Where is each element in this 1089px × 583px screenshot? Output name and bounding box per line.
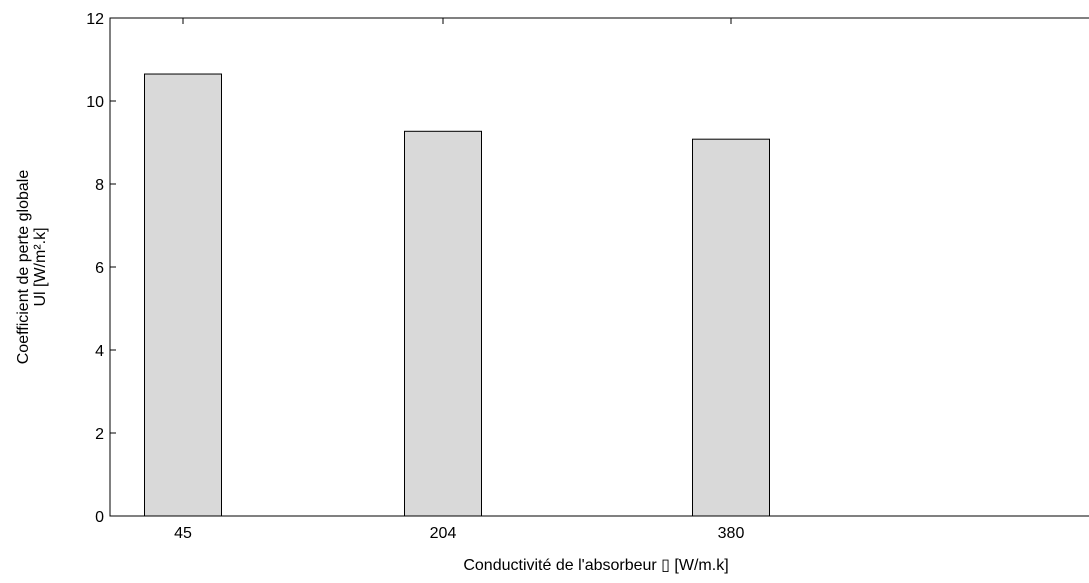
bar-204: [404, 130, 482, 517]
bar-series: [144, 73, 770, 517]
y-tick-label: 10: [86, 94, 104, 111]
x-axis-ticks: 45 204 380: [174, 18, 744, 542]
bar-380: [692, 138, 770, 517]
y-tick-label: 2: [95, 426, 104, 443]
plot-frame: [109, 17, 1089, 517]
y-tick-label: 8: [95, 177, 104, 194]
y-tick-label: 6: [95, 260, 104, 277]
y-tick-label: 4: [95, 343, 104, 360]
x-axis-title: Conductivité de l'absorbeur ▯ [W/m.k]: [463, 557, 728, 574]
y-axis-ticks: 0 2 4 6 8 10 12: [86, 11, 116, 526]
bar-45: [144, 73, 222, 517]
y-tick-label: 12: [86, 11, 104, 28]
y-axis-title-line-2: Ul [W/m².k]: [32, 227, 49, 306]
y-axis-title-line-1: Coefficient de perte globale: [15, 170, 32, 365]
x-tick-label: 45: [174, 525, 192, 542]
x-tick-label: 380: [718, 525, 745, 542]
x-tick-label: 204: [430, 525, 457, 542]
y-tick-label: 0: [95, 509, 104, 526]
